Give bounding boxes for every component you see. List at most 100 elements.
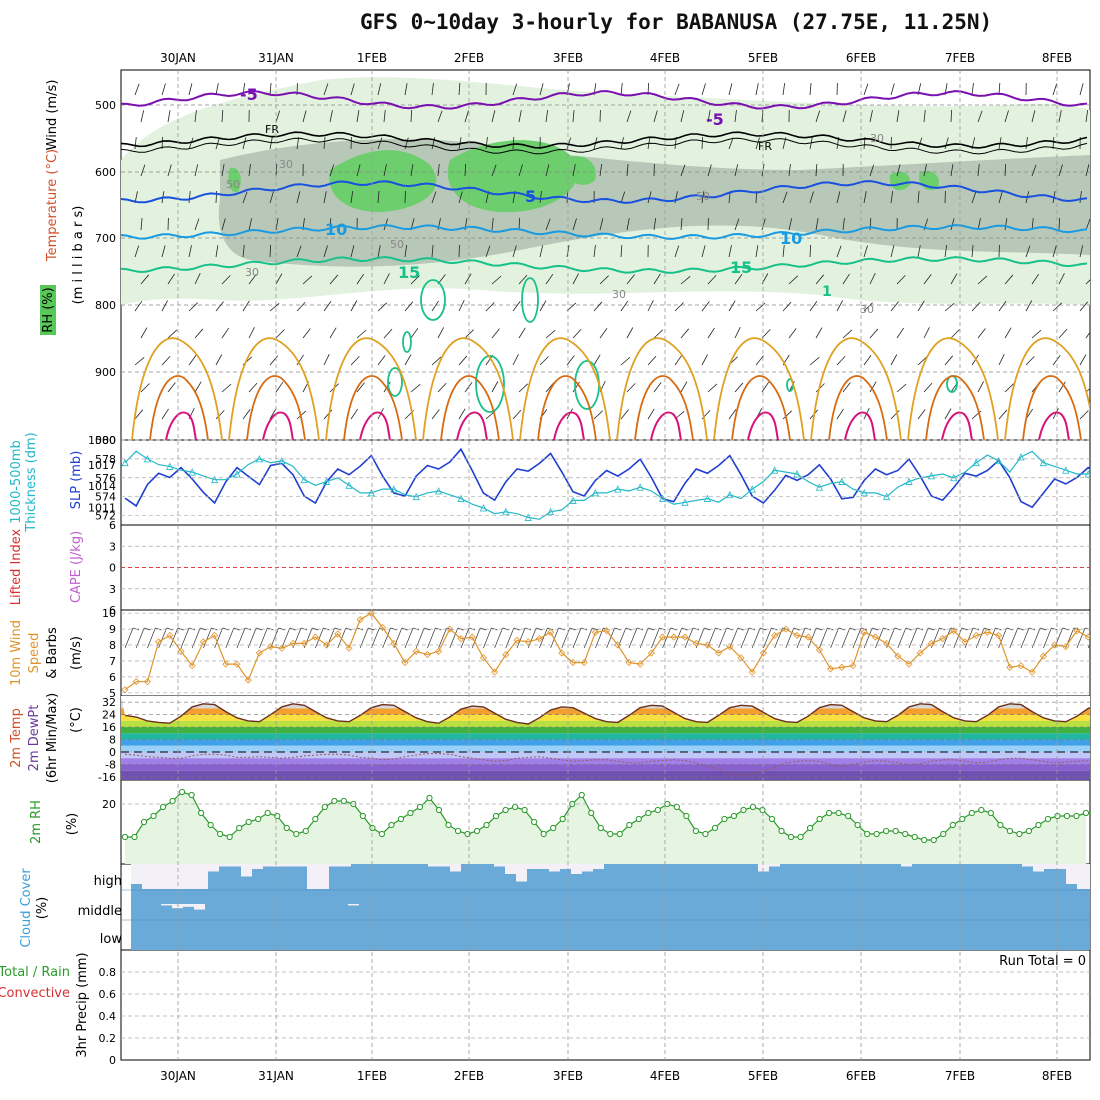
wind-barb: [998, 409, 1008, 420]
wind-barb-10m: [863, 627, 873, 649]
wind-speed-marker: [894, 652, 902, 660]
wind-barb: [404, 83, 408, 96]
dewpoint-line: [124, 753, 1090, 776]
wind-barb-10m: [785, 627, 795, 649]
wind-barb: [539, 245, 544, 258]
wind-barb: [599, 164, 603, 177]
date-label-bottom: 6FEB: [846, 1069, 876, 1083]
thickness-marker: [1039, 458, 1048, 467]
wind-barb: [458, 191, 463, 204]
wind-barb: [485, 137, 488, 150]
wind-barb: [917, 300, 925, 312]
wind-speed-marker: [636, 660, 644, 668]
wind-barb: [626, 274, 635, 285]
wind-speed-marker: [558, 649, 566, 657]
wind-speed-marker: [793, 631, 801, 640]
wind-speed-marker: [356, 615, 364, 624]
rh2m-marker: [940, 830, 947, 838]
wind-barb: [890, 83, 895, 96]
precip-label-1: Total / Rain: [0, 965, 70, 980]
wind-barb: [782, 410, 793, 420]
upper-tick-label: 700: [95, 232, 116, 245]
wind-barb: [140, 327, 148, 339]
wind-barb: [296, 245, 302, 258]
wind-barb: [161, 245, 166, 258]
precip-tick-label: 0.8: [99, 966, 117, 979]
wind-barb-flag: [144, 627, 151, 631]
cape-tick-label: 6: [109, 604, 116, 617]
rh2m-marker: [578, 791, 585, 799]
wind-speed-marker: [580, 658, 588, 667]
wind-barb: [248, 382, 258, 393]
wind-barb: [869, 273, 876, 285]
wind-barb-10m: [572, 627, 582, 649]
rh2m-marker: [1025, 827, 1033, 835]
wind-barb: [491, 164, 497, 177]
wind-speed-marker: [401, 658, 409, 667]
rh2m-marker: [302, 827, 309, 835]
isotherm-warm: [731, 375, 791, 440]
isotherm-warm: [1004, 337, 1090, 440]
date-label-bottom: 2FEB: [454, 1069, 484, 1083]
wind-barb-10m: [203, 627, 212, 649]
rh2m-marker: [1073, 812, 1080, 820]
wind-barb: [701, 354, 708, 366]
isotherm-warm: [131, 337, 223, 440]
wind-barb: [977, 164, 980, 177]
cloud-high-gap: [494, 864, 505, 867]
wind-speed-marker: [244, 676, 252, 684]
wind-barb: [269, 137, 273, 150]
wind-barb-flag: [726, 627, 733, 631]
wind-barb: [809, 300, 818, 312]
wind-barb-10m: [471, 627, 481, 649]
wind-barb: [572, 273, 579, 285]
wind-barb: [620, 356, 631, 366]
wind-barb: [464, 163, 467, 177]
wind-speed-marker: [703, 641, 711, 649]
wind-barb: [944, 408, 952, 420]
chart-title: GFS 0~10day 3-hourly for BABANUSA (27.75…: [360, 10, 993, 34]
wind-barb: [188, 83, 193, 96]
thickness-marker: [614, 485, 622, 493]
cloud-high-gap: [153, 864, 164, 889]
cloud-high-gap: [516, 864, 527, 882]
labels-layer: 500600700800900100030JAN30JAN31JAN31JAN1…: [78, 51, 1073, 1083]
isotherm-warm: [343, 375, 403, 440]
isotherm-warm: [844, 411, 876, 440]
wind-barb: [1085, 331, 1090, 339]
wind-barb: [971, 83, 974, 96]
wind-barb: [242, 300, 250, 312]
wind-barb: [431, 356, 442, 366]
wind-speed-marker: [883, 639, 891, 648]
isotherm-warm: [941, 411, 973, 440]
isotherm-warm: [456, 411, 488, 440]
slp-label: SLP (mb): [69, 451, 84, 510]
temp-color-band: [121, 745, 1090, 752]
rh-high-area: [447, 140, 579, 213]
rh2m-marker: [911, 833, 918, 841]
date-label-top: 5FEB: [748, 51, 778, 65]
upper-tick-label: 900: [95, 366, 116, 379]
wind-barb-10m: [124, 627, 134, 649]
wind-barb: [242, 409, 251, 420]
temp-unit: (°C): [69, 707, 84, 733]
wind-barb: [1025, 300, 1033, 312]
wind-barb: [485, 302, 495, 312]
wind-barb: [437, 327, 444, 339]
wind-barb: [410, 327, 419, 339]
wind-barb: [329, 274, 339, 285]
wind-label-3: & Barbs: [45, 627, 60, 679]
wind-barb-flag: [704, 627, 711, 631]
wind-barb-flag: [894, 627, 901, 631]
rh2m-marker: [873, 830, 880, 838]
wind-barb: [545, 329, 556, 339]
wind-barb-flag: [1040, 627, 1047, 631]
wind-barb-10m: [169, 627, 179, 649]
cloud-high-gap: [428, 864, 439, 867]
cloud-high-gap: [340, 864, 351, 867]
wind-barb: [221, 164, 225, 177]
wind-barb: [728, 137, 734, 150]
wind-barb: [140, 383, 150, 393]
rh2m-tick-label: 20: [102, 798, 116, 811]
